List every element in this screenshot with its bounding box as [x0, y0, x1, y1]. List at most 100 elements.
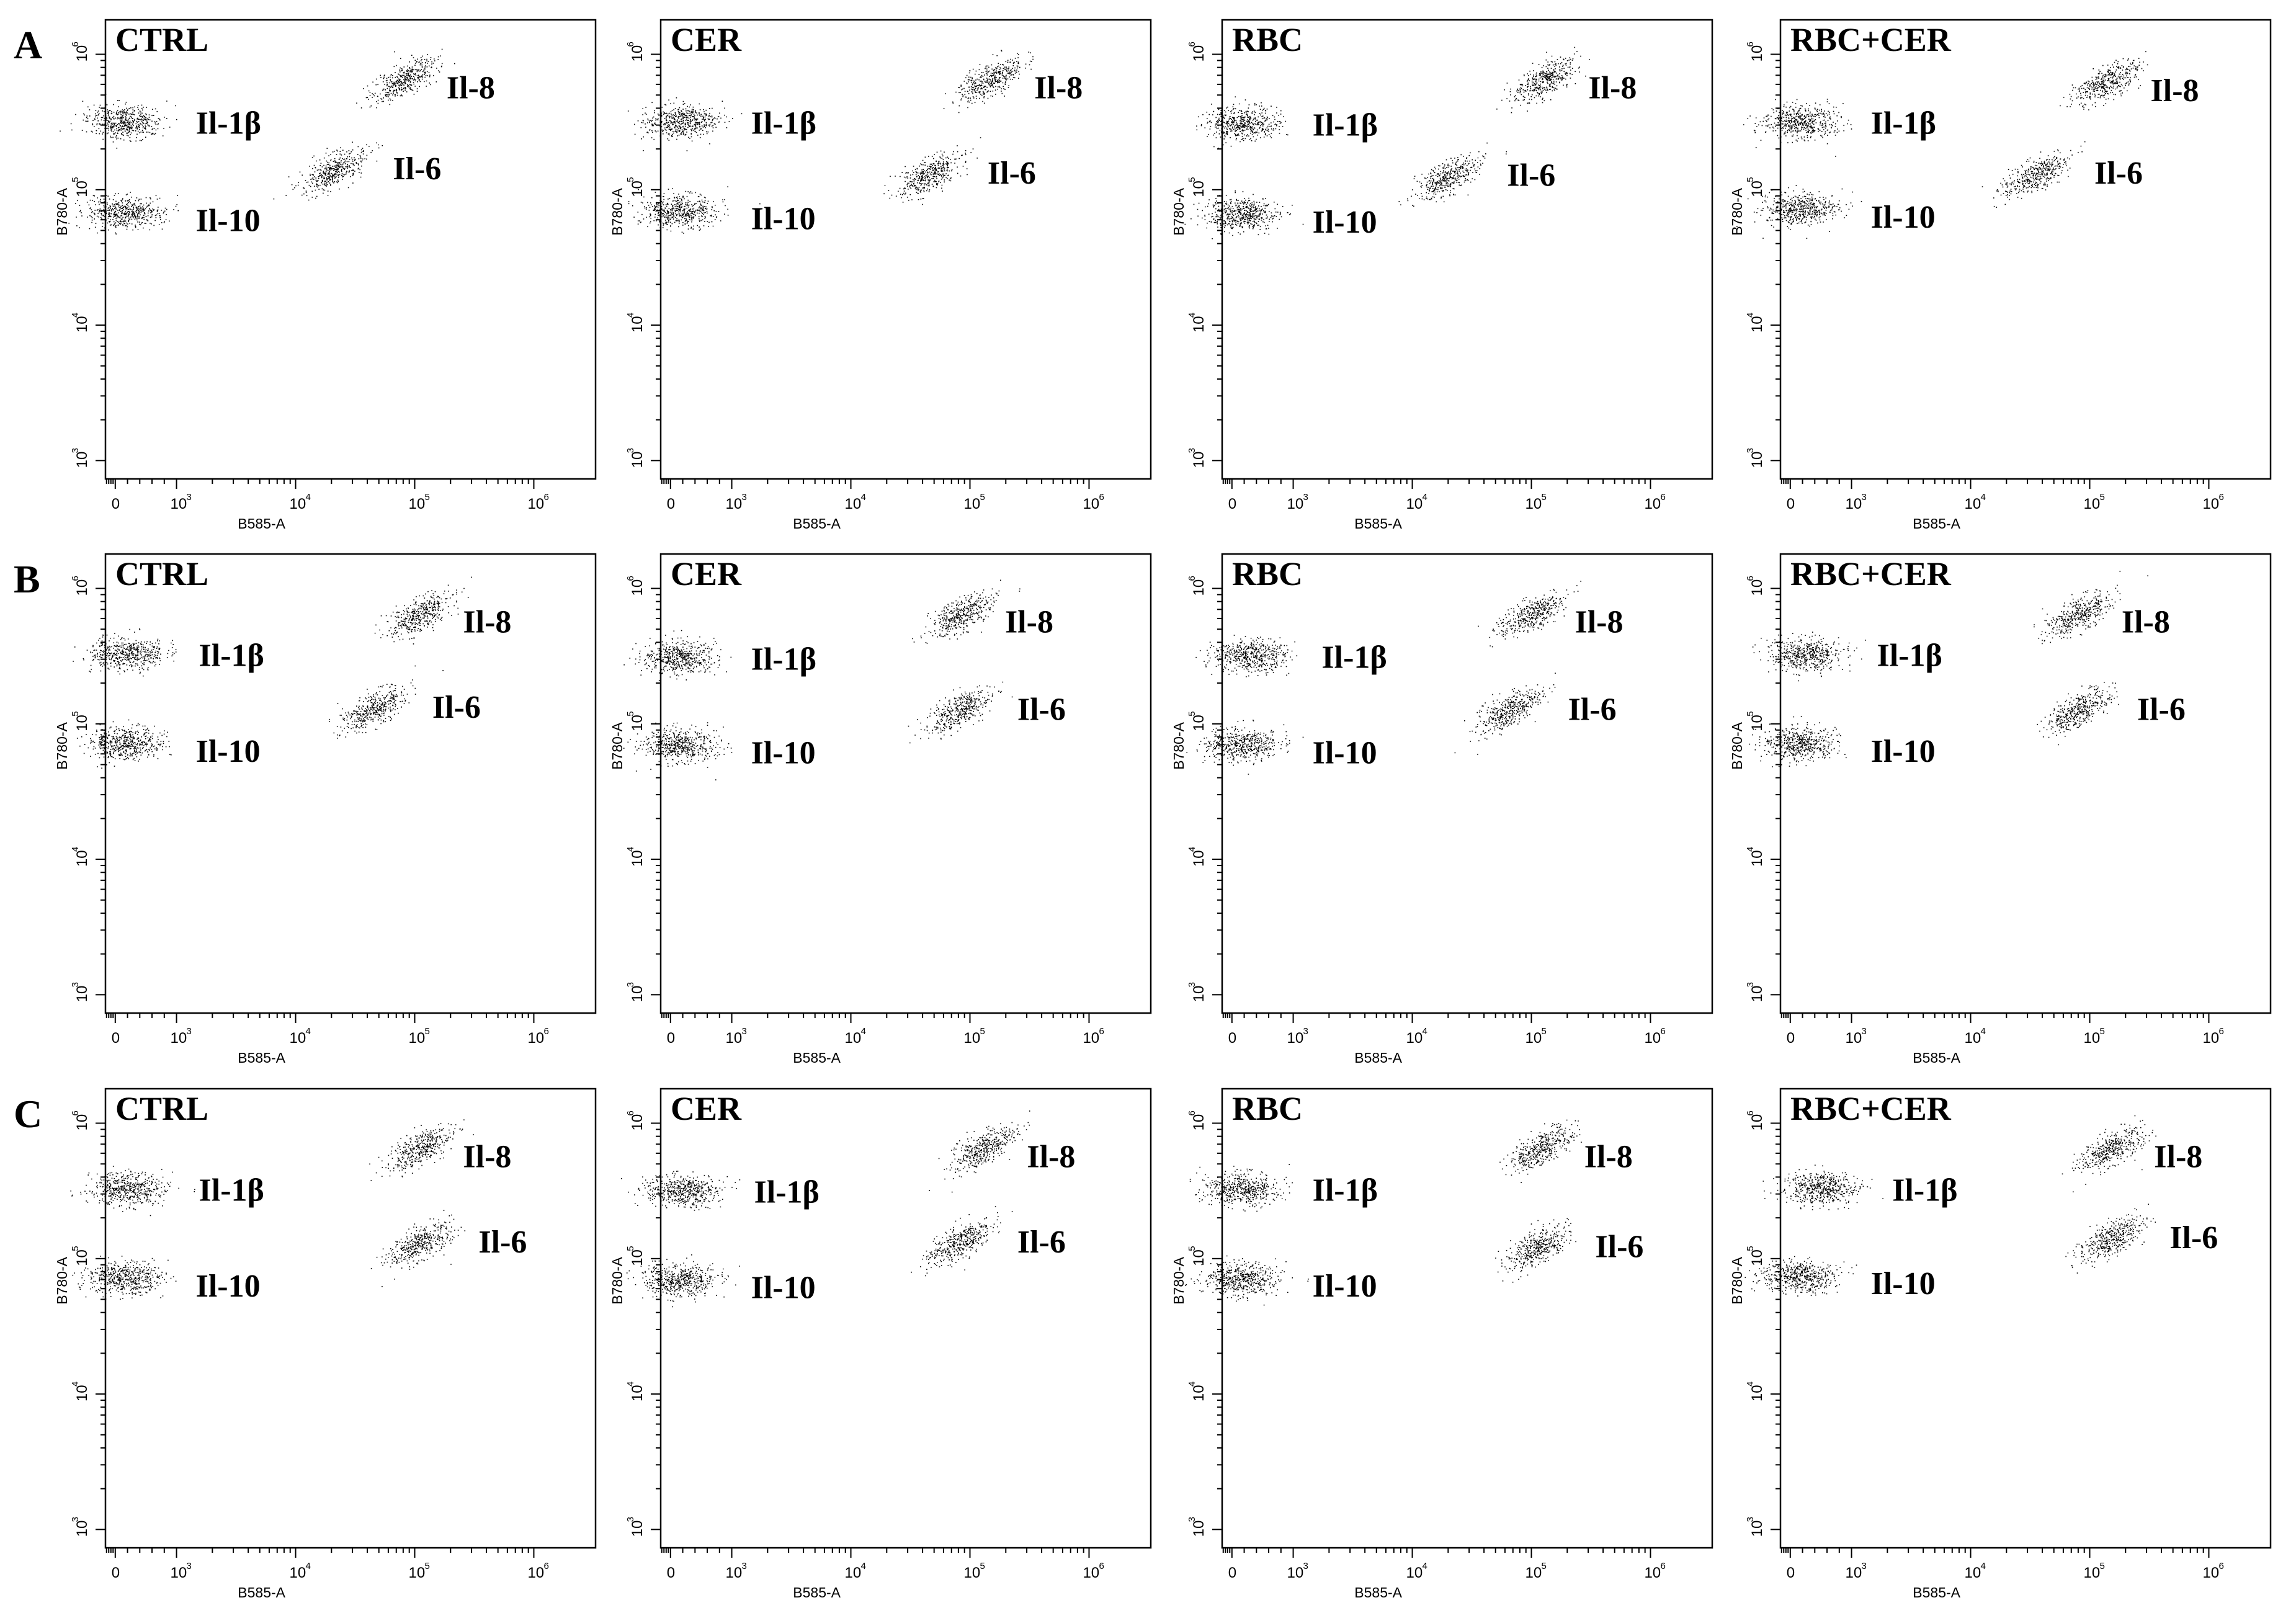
- cluster-label: Il-6: [1507, 158, 1555, 194]
- x-tick-exponent: 4: [1981, 1026, 1986, 1037]
- x-tick-label: 10: [726, 496, 743, 512]
- cluster-label: Il-6: [1568, 692, 1617, 728]
- event-dots: [2037, 682, 2119, 746]
- condition-label: RBC+CER: [1790, 21, 1952, 58]
- x-tick-label: 10: [1287, 1565, 1304, 1581]
- y-tick-label: 10: [74, 316, 91, 333]
- y-tick-exponent: 5: [1187, 1246, 1197, 1251]
- x-tick-exponent: 4: [861, 492, 866, 502]
- y-axis-title: B780-A: [1171, 721, 1187, 769]
- x-tick-exponent: 6: [1660, 1026, 1665, 1037]
- y-tick-exponent: 5: [1745, 711, 1756, 716]
- cluster-label: Il-1β: [1892, 1173, 1957, 1208]
- y-tick-exponent: 5: [625, 177, 636, 182]
- event-dots: [60, 94, 177, 149]
- y-tick-exponent: 4: [1187, 1382, 1197, 1387]
- event-dots: [1196, 96, 1289, 149]
- y-tick-label: 10: [1190, 1521, 1207, 1537]
- x-tick-exponent: 6: [2218, 1026, 2223, 1037]
- x-tick-exponent: 4: [1423, 1561, 1427, 1571]
- cluster-il-10: Il-10: [1744, 1256, 1936, 1302]
- cluster-il-1beta: Il-1β: [1195, 635, 1387, 677]
- x-tick-exponent: 6: [1099, 1026, 1104, 1037]
- x-tick-label: 10: [527, 1565, 544, 1581]
- y-tick-label: 10: [74, 850, 91, 867]
- y-tick-exponent: 3: [625, 448, 636, 453]
- cluster-il-8: Il-8: [2061, 1115, 2202, 1192]
- y-tick-exponent: 5: [1187, 711, 1197, 716]
- x-tick-label: 10: [1965, 496, 1981, 512]
- cluster-label: Il-1β: [1313, 108, 1378, 143]
- x-tick-label: 10: [1525, 1030, 1542, 1047]
- cluster-il-10: Il-10: [1736, 184, 1936, 239]
- cluster-label: Il-8: [2154, 1139, 2202, 1174]
- x-tick-label: 10: [290, 496, 306, 512]
- cluster-label: Il-1β: [1321, 640, 1387, 676]
- x-tick-label: 0: [1228, 496, 1236, 512]
- y-tick-exponent: 5: [70, 1246, 81, 1251]
- event-dots: [1736, 184, 1862, 239]
- event-dots: [1749, 716, 1847, 767]
- condition-label: CTRL: [115, 21, 208, 58]
- y-tick-exponent: 6: [70, 576, 81, 581]
- x-tick-exponent: 6: [1099, 1561, 1104, 1571]
- cluster-il-10: Il-10: [1182, 190, 1377, 240]
- cluster-il-6: Il-6: [883, 137, 1036, 205]
- cluster-label: Il-1β: [199, 1173, 264, 1208]
- x-tick-exponent: 5: [2099, 1561, 2104, 1571]
- y-tick-exponent: 3: [1187, 982, 1197, 987]
- y-tick-exponent: 6: [70, 42, 81, 47]
- event-dots: [1752, 632, 1866, 682]
- x-tick-label: 10: [290, 1565, 306, 1581]
- y-tick-label: 10: [74, 45, 91, 62]
- plot-frame: [1221, 19, 1713, 480]
- row-label-a: A: [14, 23, 42, 67]
- y-tick-exponent: 3: [625, 1517, 636, 1522]
- x-tick-exponent: 6: [2218, 492, 2223, 502]
- x-tick-exponent: 4: [306, 1561, 311, 1571]
- cluster-label: Il-1β: [751, 642, 816, 677]
- x-tick-exponent: 6: [543, 1026, 548, 1037]
- event-dots: [1981, 141, 2086, 208]
- event-dots: [1496, 47, 1590, 114]
- x-tick-label: 10: [1846, 1565, 1862, 1581]
- x-tick-label: 10: [527, 1030, 544, 1047]
- x-tick-label: 0: [667, 1565, 675, 1581]
- cluster-label: Il-8: [1584, 1139, 1633, 1174]
- cluster-label: Il-1β: [1877, 638, 1942, 674]
- x-tick-label: 10: [1083, 1565, 1099, 1581]
- event-dots: [1744, 1256, 1857, 1297]
- x-tick-label: 10: [726, 1030, 743, 1047]
- x-axis-title: B585-A: [238, 1050, 285, 1066]
- x-tick-exponent: 3: [187, 1026, 192, 1037]
- cluster-il-8: Il-8: [1478, 581, 1623, 648]
- y-tick-exponent: 6: [625, 1110, 636, 1115]
- y-tick-label: 10: [74, 715, 91, 731]
- x-tick-label: 0: [112, 1565, 120, 1581]
- y-tick-exponent: 4: [1745, 313, 1756, 318]
- x-tick-exponent: 4: [861, 1026, 866, 1037]
- condition-label: CER: [671, 21, 742, 58]
- x-tick-label: 0: [112, 496, 120, 512]
- cluster-il-6: Il-6: [273, 141, 441, 201]
- x-tick-label: 10: [1406, 496, 1423, 512]
- y-axis-title: B780-A: [1729, 187, 1745, 235]
- cluster-il-6: Il-6: [1495, 1218, 1643, 1283]
- x-axis-title: B585-A: [793, 516, 841, 532]
- x-tick-label: 10: [963, 496, 980, 512]
- plot-frame: [659, 19, 1152, 480]
- plot-frame: [1779, 553, 2272, 1014]
- y-tick-label: 10: [629, 181, 646, 197]
- y-tick-label: 10: [74, 1249, 91, 1266]
- y-tick-label: 10: [1190, 181, 1207, 197]
- cluster-label: Il-6: [2094, 156, 2143, 191]
- y-tick-label: 10: [629, 316, 646, 333]
- x-tick-exponent: 5: [980, 1561, 985, 1571]
- cluster-il-6: Il-6: [370, 1210, 527, 1287]
- cluster-il-8: Il-8: [2034, 571, 2170, 645]
